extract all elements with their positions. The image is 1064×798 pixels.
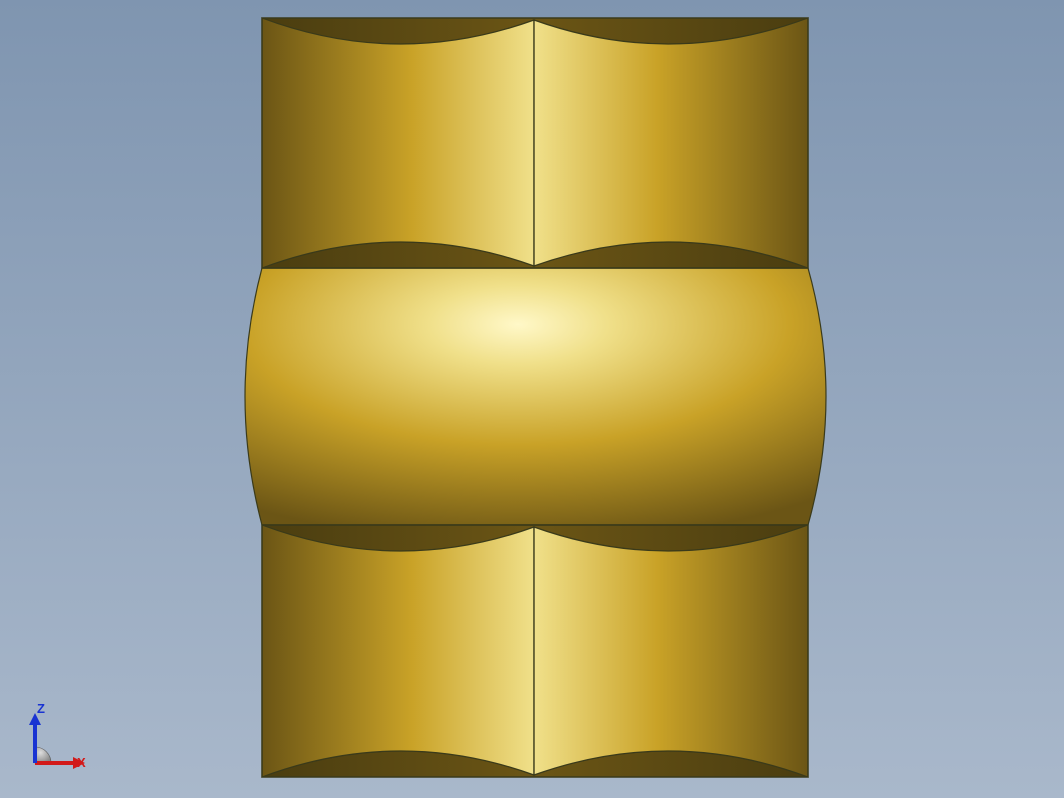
axis-triad-svg bbox=[15, 703, 95, 783]
axis-label-x: X bbox=[77, 755, 86, 770]
cad-part-render[interactable] bbox=[182, 0, 882, 798]
viewport-3d[interactable]: X Z bbox=[0, 0, 1064, 798]
axis-triad[interactable]: X Z bbox=[15, 703, 95, 783]
axis-label-z: Z bbox=[37, 701, 45, 716]
